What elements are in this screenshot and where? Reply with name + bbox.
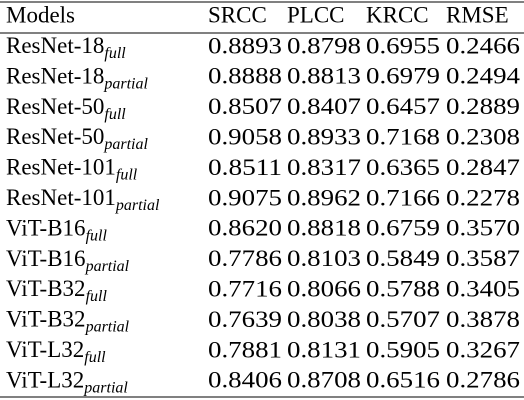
metric-value: 0.8511 (208, 155, 282, 180)
metric-value: 0.2278 (446, 185, 520, 210)
model-name: ResNet-50full (6, 94, 126, 122)
metric-value: 0.3405 (446, 276, 520, 301)
metric-value: 0.8888 (208, 64, 282, 89)
model-subscript: partial (85, 257, 130, 274)
metric-value: 0.5849 (366, 246, 440, 271)
header-models: Models (6, 2, 75, 27)
metric-value: 0.8407 (287, 94, 361, 119)
metric-value: 0.2847 (446, 155, 520, 180)
model-subscript: full (104, 105, 126, 122)
header-metric: SRCC (208, 2, 267, 27)
model-base: ResNet-101 (6, 185, 116, 210)
model-subscript: full (116, 166, 138, 183)
metric-value: 0.3878 (446, 307, 520, 332)
header-metric: KRCC (366, 2, 429, 27)
model-base: ViT-B32 (6, 276, 86, 301)
metric-value: 0.5707 (366, 307, 440, 332)
metric-value: 0.6365 (366, 155, 440, 180)
metric-value: 0.6979 (366, 64, 440, 89)
model-base: ViT-B32 (6, 307, 86, 332)
model-base: ViT-B16 (6, 246, 86, 271)
model-name: ResNet-101full (6, 155, 138, 183)
metric-value: 0.8818 (287, 216, 361, 241)
model-name: ViT-B16full (6, 216, 107, 244)
model-name: ViT-B32partial (6, 307, 130, 335)
metric-value: 0.8038 (287, 307, 361, 332)
metric-value: 0.2308 (446, 124, 520, 149)
model-subscript: partial (103, 136, 148, 153)
metric-value: 0.7166 (366, 185, 440, 210)
metric-value: 0.8962 (287, 185, 361, 210)
metric-value: 0.5905 (366, 337, 440, 362)
metric-value: 0.7716 (208, 276, 282, 301)
metric-value: 0.8066 (287, 276, 361, 301)
metric-value: 0.7881 (208, 337, 282, 362)
model-base: ResNet-18 (6, 33, 104, 58)
model-subscript: partial (115, 197, 160, 214)
metric-value: 0.3267 (446, 337, 520, 362)
metric-value: 0.8507 (208, 94, 282, 119)
metric-value: 0.6516 (366, 368, 440, 393)
model-base: ResNet-50 (6, 94, 104, 119)
model-base: ResNet-101 (6, 155, 116, 180)
metric-value: 0.2494 (446, 64, 521, 89)
metric-value: 0.7168 (366, 124, 440, 149)
metric-value: 0.5788 (366, 276, 440, 301)
metric-value: 0.2466 (446, 33, 520, 58)
model-name: ResNet-18full (6, 33, 126, 61)
model-base: ViT-B16 (6, 216, 86, 241)
metric-value: 0.6955 (366, 33, 440, 58)
model-subscript: full (84, 349, 106, 366)
model-name: ViT-B32full (6, 276, 107, 304)
metric-value: 0.7786 (208, 246, 282, 271)
metric-value: 0.3570 (446, 216, 520, 241)
metric-value: 0.8798 (287, 33, 361, 58)
metric-value: 0.2786 (446, 368, 520, 393)
model-subscript: full (86, 227, 108, 244)
model-base: ViT-L32 (6, 337, 84, 362)
metric-value: 0.8893 (208, 33, 282, 58)
header-metric: PLCC (287, 2, 345, 27)
metric-value: 0.7639 (208, 307, 282, 332)
model-subscript: partial (85, 318, 130, 335)
metric-value: 0.8813 (287, 64, 361, 89)
model-base: ResNet-50 (6, 124, 104, 149)
metric-value: 0.6457 (366, 94, 440, 119)
model-name: ResNet-101partial (6, 185, 160, 213)
model-base: ViT-L32 (6, 368, 84, 393)
model-subscript: full (104, 45, 126, 62)
model-subscript: partial (83, 379, 128, 396)
metric-value: 0.8317 (287, 155, 361, 180)
header-metric: RMSE (446, 2, 509, 27)
metric-value: 0.8708 (287, 368, 361, 393)
metric-value: 0.8103 (287, 246, 361, 271)
metric-value: 0.8406 (208, 368, 282, 393)
metric-value: 0.9075 (208, 185, 282, 210)
model-subscript: partial (103, 75, 148, 92)
model-base: ResNet-18 (6, 64, 104, 89)
model-name: ViT-B16partial (6, 246, 130, 274)
metric-value: 0.8933 (287, 124, 361, 149)
model-name: ResNet-50partial (6, 124, 148, 152)
model-name: ViT-L32partial (6, 368, 128, 396)
model-subscript: full (86, 288, 108, 305)
model-name: ResNet-18partial (6, 64, 148, 92)
metric-value: 0.8131 (287, 337, 361, 362)
metric-value: 0.3587 (446, 246, 520, 271)
model-name: ViT-L32full (6, 337, 106, 365)
metric-value: 0.6759 (366, 216, 440, 241)
metric-value: 0.2889 (446, 94, 520, 119)
metric-value: 0.9058 (208, 124, 282, 149)
metric-value: 0.8620 (208, 216, 282, 241)
